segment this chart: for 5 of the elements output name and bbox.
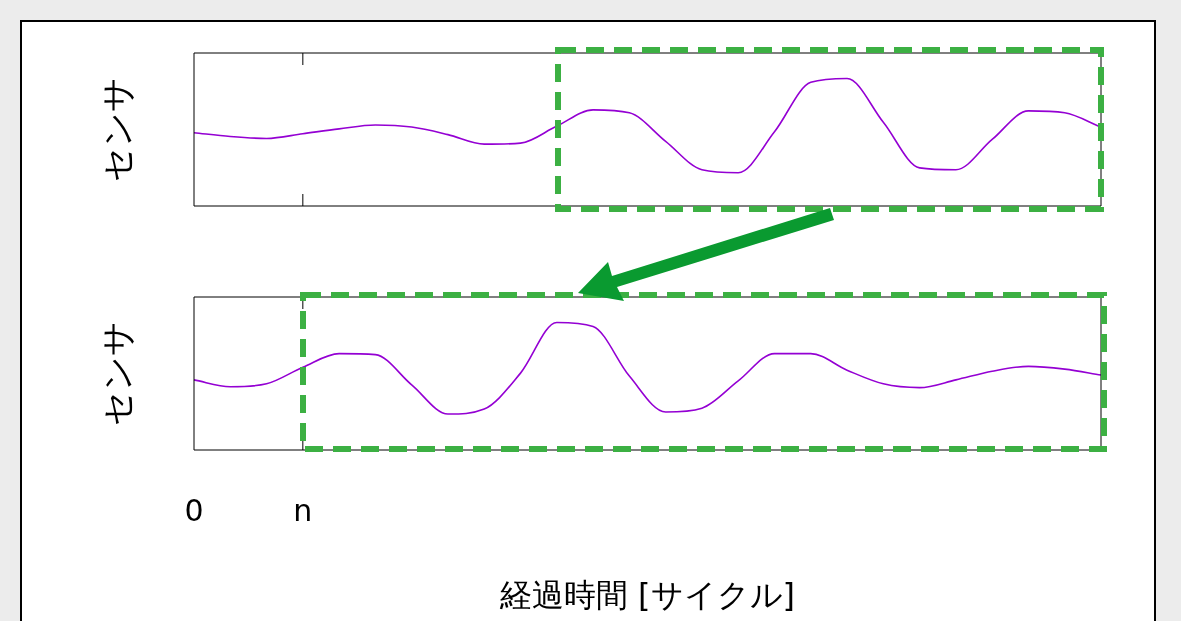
x-axis-title: 経過時間 [サイクル] [498, 576, 796, 615]
y-axis-title: センサ [97, 321, 138, 426]
x-tick-label: n [293, 492, 313, 528]
x-tick-label: 0 [184, 492, 204, 528]
y-axis-title: センサ [97, 77, 138, 182]
